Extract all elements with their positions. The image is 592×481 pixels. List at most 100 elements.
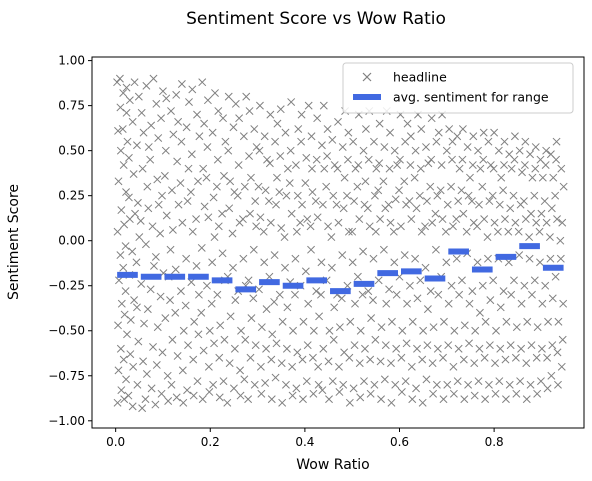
headline-point — [403, 119, 412, 128]
legend-avg-swatch — [353, 94, 381, 100]
headline-point — [351, 299, 359, 308]
x-tick-label: 0.2 — [201, 435, 220, 449]
headline-point — [423, 341, 432, 350]
headline-point — [205, 326, 214, 335]
headline-point — [190, 317, 199, 326]
headline-point — [465, 299, 474, 308]
headline-point — [297, 110, 306, 119]
headline-point — [390, 146, 399, 155]
headline-point — [256, 213, 265, 222]
headline-point — [334, 362, 343, 371]
headline-point — [532, 218, 541, 227]
headline-point — [166, 296, 175, 305]
headline-point — [123, 137, 132, 146]
headline-point — [488, 191, 497, 200]
headline-point — [255, 101, 264, 110]
headline-point — [151, 252, 160, 261]
headline-point — [312, 287, 321, 296]
headline-point — [387, 359, 395, 368]
headline-point — [263, 155, 271, 164]
headline-point — [226, 177, 235, 186]
headline-point — [434, 290, 443, 299]
headline-point — [323, 125, 332, 133]
headline-point — [246, 353, 255, 362]
headline-point — [267, 355, 276, 364]
headline-point — [193, 110, 201, 119]
headline-point — [179, 398, 188, 407]
headline-point — [308, 188, 317, 197]
headline-point — [142, 81, 151, 90]
headline-point — [270, 251, 279, 260]
headline-point — [396, 155, 404, 164]
headline-point — [286, 146, 295, 155]
headline-point — [297, 137, 306, 146]
headline-point — [293, 348, 302, 357]
headline-point — [184, 341, 192, 350]
headline-point — [397, 388, 406, 396]
headline-point — [412, 384, 421, 393]
headline-point — [282, 344, 291, 353]
y-tick-label: 0.00 — [58, 234, 85, 248]
headline-point — [285, 179, 294, 188]
headline-point — [536, 258, 544, 267]
headline-point — [200, 202, 209, 211]
headline-point — [167, 107, 175, 115]
headline-point — [137, 108, 146, 117]
headline-point — [501, 215, 509, 224]
headline-point — [489, 276, 498, 285]
headline-point — [132, 258, 141, 267]
headline-point — [292, 227, 301, 236]
headline-point — [149, 74, 158, 83]
y-tick-label: 0.50 — [58, 144, 85, 158]
headline-point — [152, 361, 161, 369]
headline-point — [239, 254, 248, 263]
headline-point — [422, 197, 431, 206]
headline-point — [275, 188, 284, 197]
headline-point — [231, 99, 240, 108]
headline-point — [473, 222, 482, 231]
headline-point — [413, 344, 421, 353]
headline-point — [385, 285, 394, 294]
headline-point — [436, 186, 445, 195]
headline-point — [141, 240, 150, 249]
headline-point — [500, 137, 509, 146]
headline-point — [215, 353, 224, 362]
headline-point — [473, 258, 482, 267]
headline-point — [379, 245, 388, 254]
headline-point — [510, 276, 518, 285]
headline-point — [256, 362, 265, 371]
headline-point — [392, 290, 401, 299]
headline-point — [380, 375, 389, 384]
headline-point — [547, 371, 556, 380]
headline-point — [215, 393, 224, 402]
headline-point — [272, 200, 280, 209]
headline-point — [328, 135, 337, 144]
headline-point — [418, 398, 427, 407]
headline-point — [324, 222, 333, 231]
headline-point — [198, 78, 207, 87]
headline-point — [245, 107, 254, 115]
headline-point — [271, 137, 280, 146]
headline-point — [392, 344, 401, 353]
headline-point — [463, 143, 472, 152]
headline-point — [323, 152, 332, 161]
headline-point — [204, 213, 213, 222]
headline-point — [457, 186, 466, 195]
headline-point — [213, 290, 222, 299]
headline-point — [309, 389, 318, 398]
headline-point — [500, 161, 509, 170]
headline-point — [376, 357, 385, 366]
headline-point — [421, 222, 429, 231]
headline-point — [257, 389, 266, 398]
headline-point — [475, 344, 484, 353]
headline-point — [411, 254, 420, 263]
headline-point — [542, 218, 551, 227]
headline-point — [281, 128, 290, 137]
headline-point — [519, 197, 528, 206]
headline-point — [490, 128, 499, 137]
headline-point — [405, 281, 414, 290]
headline-point — [121, 287, 130, 296]
headline-point — [303, 341, 312, 350]
headline-point — [370, 191, 379, 200]
headline-point — [140, 319, 148, 328]
